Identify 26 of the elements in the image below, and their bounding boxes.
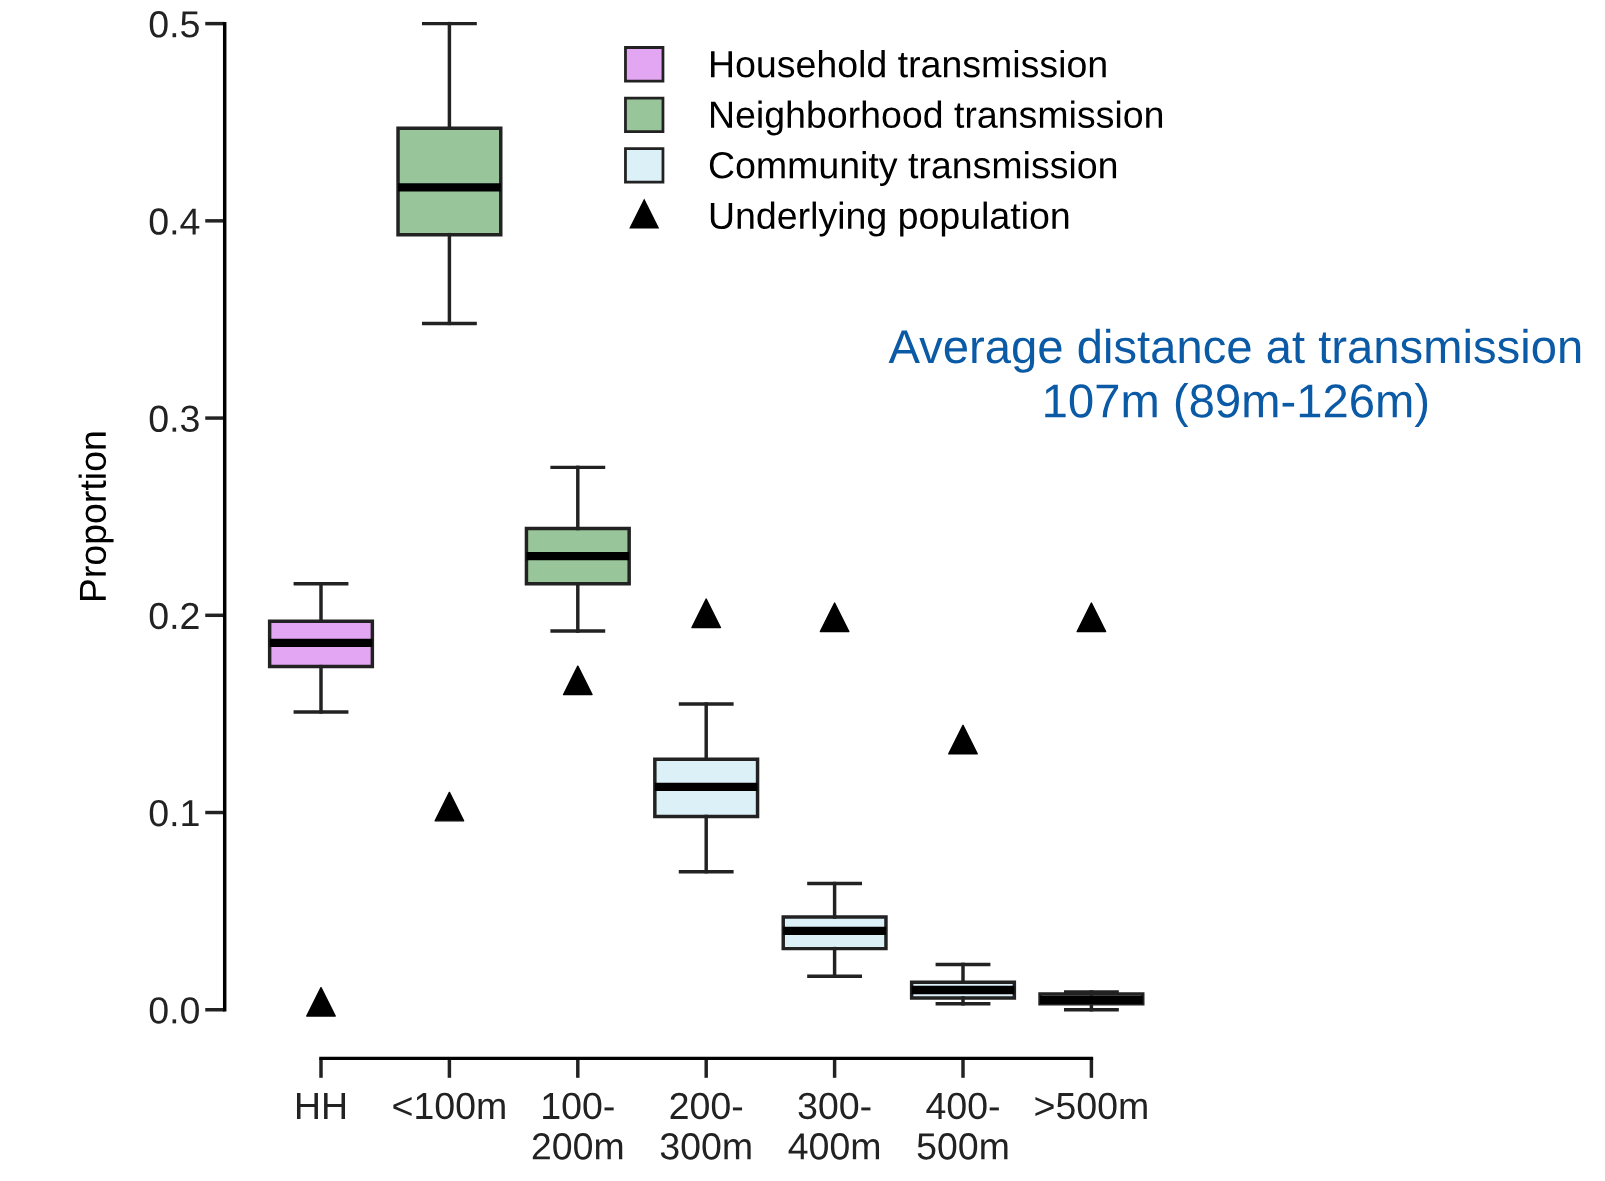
y-tick-label: 0.3	[149, 405, 199, 433]
point	[819, 602, 850, 633]
y-tick-label: 0.4	[149, 208, 200, 235]
point	[691, 598, 722, 629]
annotation: Average distance at transmission 107m (89m-126m)	[888, 328, 1581, 428]
x-tick-label: 100- 200m	[532, 1092, 623, 1160]
x-tick-label: 400- 500m	[917, 1092, 1008, 1160]
legend-label: Household transmission	[711, 49, 1106, 78]
point	[1076, 602, 1107, 633]
y-tick-label: 0.1	[149, 799, 199, 827]
y-tick-label: 0.2	[149, 602, 199, 630]
y-axis-title: Proportion	[78, 432, 114, 601]
x-tick-label: HH	[296, 1093, 346, 1119]
x-tick-label: 300- 400m	[788, 1092, 880, 1160]
y-tick-label: 0.0	[149, 997, 199, 1024]
legend-label: Underlying population	[710, 201, 1069, 237]
point	[306, 986, 336, 1017]
legend-label: Neighborhood transmission	[711, 100, 1163, 136]
x-tick-label: >500m	[1035, 1092, 1147, 1120]
y-tick-label: 0.5	[149, 11, 199, 38]
x-tick-label: <100m	[393, 1092, 505, 1120]
x-tick-label: 200- 300m	[660, 1092, 751, 1160]
point	[434, 791, 465, 822]
legend-label: Community transmission	[709, 151, 1117, 186]
point	[562, 665, 593, 696]
point	[948, 724, 978, 755]
